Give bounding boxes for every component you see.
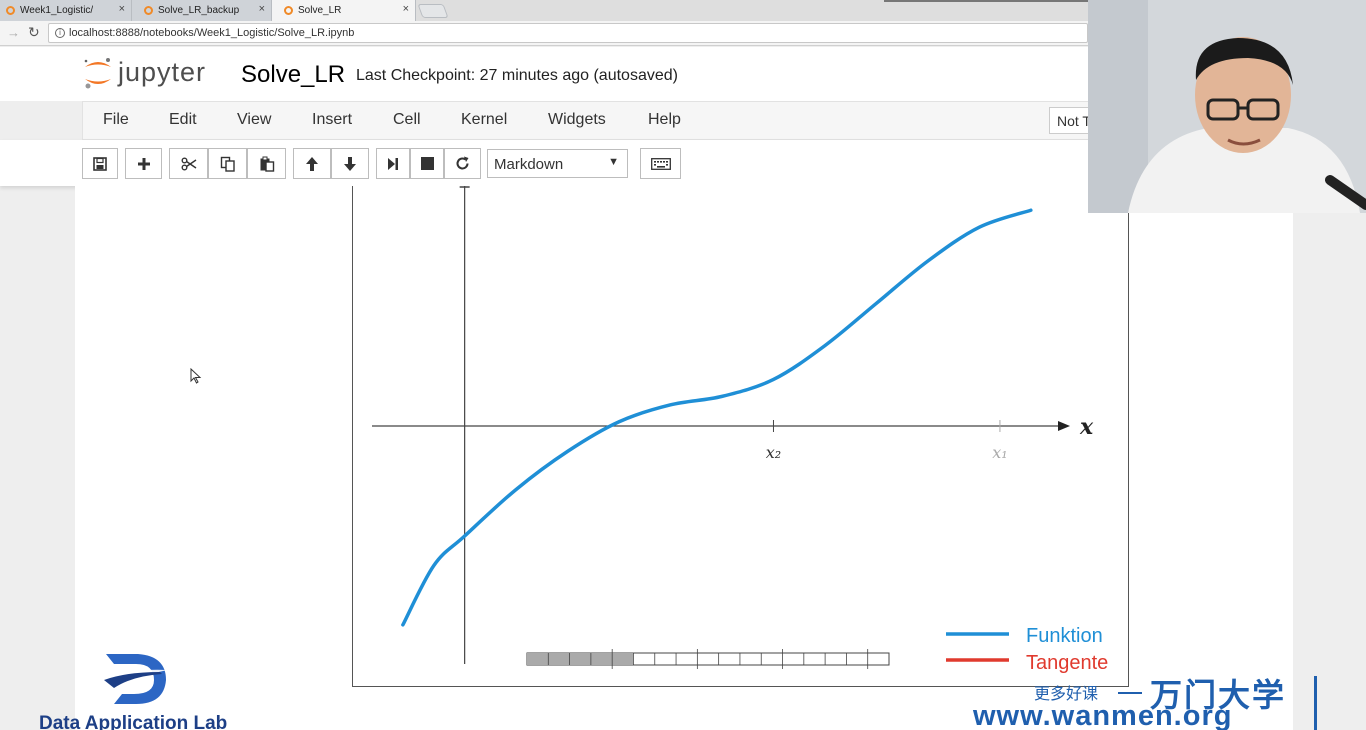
mouse-cursor-icon <box>190 368 202 384</box>
cell-type-value: Markdown <box>494 156 564 173</box>
plus-icon <box>137 157 150 170</box>
keyboard-icon <box>650 157 671 170</box>
tab-week1-logistic[interactable]: Week1_Logistic/ × <box>0 0 132 21</box>
scissors-icon <box>181 157 196 170</box>
data-application-lab-logo-icon <box>104 654 168 704</box>
chart: x x₂ x₁ Funktion Tangente <box>372 186 1108 674</box>
menu-file[interactable]: File <box>103 111 129 128</box>
run-cell-button[interactable] <box>376 148 410 179</box>
webcam-overlay <box>1088 0 1366 213</box>
presenter-video-icon <box>1088 0 1366 213</box>
animation-progress-strip <box>526 649 890 669</box>
figure-frame <box>352 186 1129 687</box>
cut-button[interactable] <box>169 148 208 179</box>
move-down-button[interactable] <box>331 148 369 179</box>
tab-solve-lr-backup[interactable]: Solve_LR_backup × <box>132 0 272 21</box>
window-edge <box>884 0 1172 2</box>
restart-kernel-button[interactable] <box>444 148 481 179</box>
menu-widgets[interactable]: Widgets <box>548 111 606 128</box>
tab-title: Solve_LR <box>298 5 342 16</box>
url-text: localhost:8888/notebooks/Week1_Logistic/… <box>69 27 355 39</box>
legend-label-tangente: Tangente <box>1026 652 1108 674</box>
menu-edit[interactable]: Edit <box>169 111 197 128</box>
insert-cell-button[interactable] <box>125 148 162 179</box>
chevron-down-icon: ▼ <box>608 156 619 168</box>
browser-tab-strip: Week1_Logistic/ × Solve_LR_backup × Solv… <box>0 0 1366 21</box>
menu-kernel[interactable]: Kernel <box>461 111 508 128</box>
move-up-button[interactable] <box>293 148 331 179</box>
stop-icon <box>420 157 434 170</box>
jupyter-wordmark[interactable]: jupyter <box>118 57 207 87</box>
menu-view[interactable]: View <box>237 111 272 128</box>
x-axis-label: x <box>1079 414 1094 440</box>
arrow-right-icon[interactable]: → <box>7 25 20 40</box>
url-field[interactable]: i localhost:8888/notebooks/Week1_Logisti… <box>48 23 1088 43</box>
checkpoint-status: Last Checkpoint: 27 minutes ago (autosav… <box>356 67 678 84</box>
tab-close-icon[interactable]: × <box>118 3 125 15</box>
restart-icon <box>456 156 469 170</box>
tick-label-x1: x₁ <box>992 443 1007 462</box>
notebook-container <box>75 186 1293 730</box>
save-icon <box>93 156 107 171</box>
save-button[interactable] <box>82 148 118 179</box>
jupyter-favicon-icon <box>144 6 153 15</box>
menu-insert[interactable]: Insert <box>312 111 353 128</box>
tab-title: Solve_LR_backup <box>158 5 240 16</box>
new-tab-button[interactable] <box>417 4 449 18</box>
paste-button[interactable] <box>247 148 286 179</box>
tab-title: Week1_Logistic/ <box>20 5 94 16</box>
series-line-funktion <box>401 208 1033 627</box>
interrupt-kernel-button[interactable] <box>410 148 444 179</box>
legend-label-funktion: Funktion <box>1026 625 1103 647</box>
jupyter-favicon-icon <box>6 6 15 15</box>
paste-icon <box>260 156 274 172</box>
wanmen-tagline: 更多好课 <box>1034 686 1099 703</box>
jupyter-favicon-icon <box>284 6 293 15</box>
wanmen-dash <box>1118 692 1142 694</box>
wanmen-bar <box>1314 676 1317 730</box>
notebook-name[interactable]: Solve_LR <box>241 61 346 88</box>
step-forward-icon <box>388 157 398 170</box>
wanmen-url: www.wanmen.org <box>973 700 1233 730</box>
tab-close-icon[interactable]: × <box>402 3 409 15</box>
arrow-down-icon <box>344 156 356 171</box>
reload-icon[interactable]: ↻ <box>28 24 40 40</box>
jupyter-logo-icon[interactable] <box>80 55 116 91</box>
copy-button[interactable] <box>208 148 247 179</box>
menu-cell[interactable]: Cell <box>393 111 421 128</box>
trusted-indicator[interactable]: Not T <box>1049 107 1094 134</box>
arrow-up-icon <box>306 156 318 171</box>
data-application-lab-label: Data Application Lab <box>39 713 228 730</box>
tick-label-x2: x₂ <box>766 443 781 462</box>
wanmen-brand: 万门大学 <box>1150 677 1287 713</box>
command-palette-button[interactable] <box>640 148 681 179</box>
info-icon: i <box>55 28 65 38</box>
cell-type-select[interactable]: Markdown ▼ <box>487 149 628 178</box>
tab-close-icon[interactable]: × <box>258 3 265 15</box>
copy-icon <box>220 156 235 172</box>
tab-solve-lr[interactable]: Solve_LR × <box>272 0 416 21</box>
x-axis-arrow-icon <box>1058 421 1070 431</box>
menu-help[interactable]: Help <box>648 111 681 128</box>
menu-bar: File Edit View Insert Cell Kernel Widget… <box>82 101 1092 140</box>
